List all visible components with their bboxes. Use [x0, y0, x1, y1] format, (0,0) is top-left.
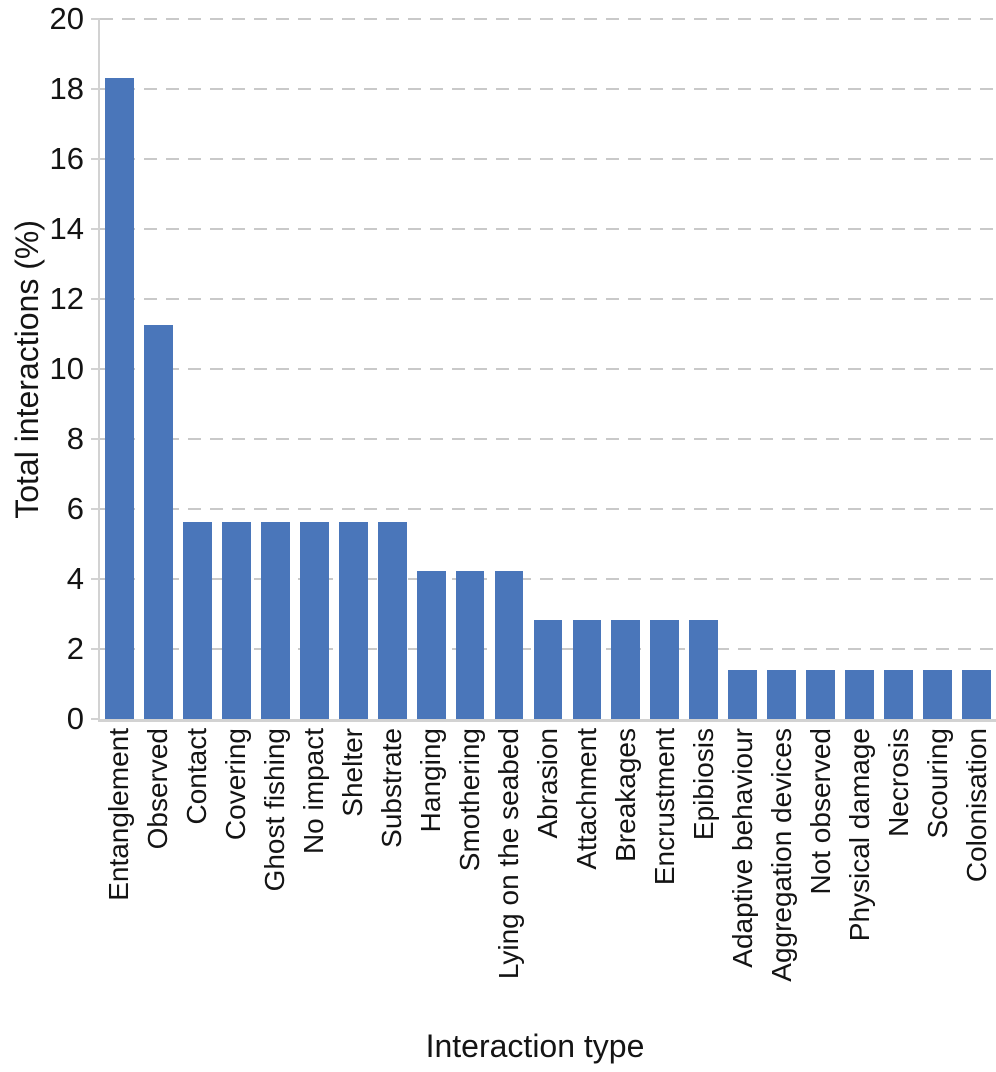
x-tick-label-encrustment: Encrustment	[648, 728, 680, 886]
x-tick-label-shelter: Shelter	[337, 728, 369, 817]
x-tick-label-attachment: Attachment	[570, 728, 602, 870]
y-tick-mark-12	[91, 298, 100, 300]
bar-smothering	[455, 570, 485, 719]
y-tick-mark-0	[91, 718, 100, 720]
x-tick-label-hanging: Hanging	[415, 728, 447, 833]
x-axis-title: Interaction type	[425, 1028, 645, 1064]
y-tick-label-0: 0	[66, 701, 84, 736]
y-tick-label-12: 12	[49, 281, 84, 316]
x-tick-label-colonisation: Colonisation	[960, 728, 992, 883]
x-tick-label-observed: Observed	[142, 728, 174, 850]
bar-covering	[221, 521, 251, 719]
y-tick-mark-20	[91, 18, 100, 20]
y-tick-mark-8	[91, 438, 100, 440]
bar-encrustment	[650, 620, 680, 719]
plot-area	[98, 18, 996, 722]
y-tick-mark-18	[91, 88, 100, 90]
bar-epibiosis	[689, 620, 719, 719]
x-tick-label-covering: Covering	[220, 728, 252, 841]
bar-lying-on-the-seabed	[494, 570, 524, 719]
y-tick-mark-14	[91, 228, 100, 230]
y-tick-mark-10	[91, 368, 100, 370]
y-tick-label-2: 2	[66, 631, 84, 666]
bar-shelter	[338, 521, 368, 719]
gridline-20	[100, 18, 996, 20]
y-tick-label-10: 10	[49, 351, 84, 386]
gridline-8	[100, 438, 996, 440]
x-tick-label-physical-damage: Physical damage	[843, 728, 875, 942]
x-tick-label-scouring: Scouring	[921, 728, 953, 839]
bar-colonisation	[962, 669, 991, 719]
y-tick-mark-16	[91, 158, 100, 160]
bar-abrasion	[533, 620, 563, 719]
bar-not-observed	[806, 669, 836, 719]
bar-substrate	[377, 521, 407, 719]
bar-attachment	[572, 620, 602, 719]
x-tick-label-smothering: Smothering	[454, 728, 486, 872]
bar-observed	[144, 324, 173, 719]
x-tick-label-no-impact: No impact	[298, 728, 330, 855]
x-tick-label-adaptive-behaviour: Adaptive behaviour	[726, 728, 758, 968]
y-tick-mark-2	[91, 648, 100, 650]
x-tick-label-epibiosis: Epibiosis	[687, 728, 719, 841]
gridline-10	[100, 368, 996, 370]
y-tick-mark-4	[91, 578, 100, 580]
bar-physical-damage	[845, 669, 875, 719]
bar-adaptive-behaviour	[728, 669, 758, 719]
y-tick-label-20: 20	[49, 1, 84, 36]
y-tick-mark-6	[91, 508, 100, 510]
x-tick-label-abrasion: Abrasion	[532, 728, 563, 839]
y-tick-label-14: 14	[49, 211, 84, 246]
y-tick-label-6: 6	[66, 491, 84, 526]
x-tick-label-necrosis: Necrosis	[882, 728, 914, 837]
x-tick-label-contact: Contact	[181, 728, 213, 825]
x-tick-label-breakages: Breakages	[609, 728, 641, 862]
gridline-12	[100, 298, 996, 300]
bar-breakages	[611, 620, 641, 719]
gridline-16	[100, 158, 996, 160]
bar-hanging	[416, 570, 446, 719]
bar-entanglement	[105, 78, 134, 719]
y-tick-label-18: 18	[49, 71, 84, 106]
x-tick-label-entanglement: Entanglement	[103, 728, 135, 901]
bar-contact	[182, 521, 212, 719]
gridline-14	[100, 228, 996, 230]
x-tick-label-substrate: Substrate	[376, 728, 408, 848]
bar-ghost-fishing	[260, 521, 290, 719]
y-tick-label-16: 16	[49, 141, 84, 176]
bar-no-impact	[299, 521, 329, 719]
x-tick-label-ghost-fishing: Ghost fishing	[259, 728, 291, 892]
x-tick-label-aggregation-devices: Aggregation devices	[765, 728, 797, 982]
y-tick-label-8: 8	[66, 421, 84, 456]
gridline-18	[100, 88, 996, 90]
x-tick-label-lying-on-the-seabed: Lying on the seabed	[493, 728, 525, 980]
bar-scouring	[923, 669, 952, 719]
x-tick-label-not-observed: Not observed	[804, 728, 836, 895]
y-tick-label-4: 4	[66, 561, 84, 596]
bar-aggregation-devices	[767, 669, 797, 719]
bar-necrosis	[884, 669, 913, 719]
gridline-4	[100, 578, 996, 580]
gridline-6	[100, 508, 996, 510]
